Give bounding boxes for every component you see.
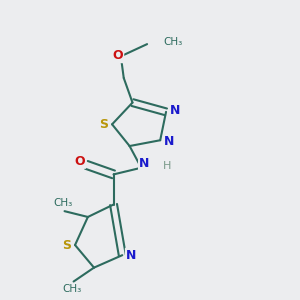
Text: O: O bbox=[75, 155, 85, 168]
Text: CH₃: CH₃ bbox=[163, 37, 182, 47]
Text: S: S bbox=[62, 238, 71, 251]
Text: N: N bbox=[126, 249, 136, 262]
Text: S: S bbox=[99, 118, 108, 131]
Text: CH₃: CH₃ bbox=[53, 198, 73, 208]
Text: O: O bbox=[112, 49, 123, 62]
Text: N: N bbox=[139, 157, 149, 170]
Text: N: N bbox=[169, 104, 180, 117]
Text: N: N bbox=[164, 135, 174, 148]
Text: CH₃: CH₃ bbox=[62, 284, 82, 294]
Text: H: H bbox=[163, 161, 171, 171]
